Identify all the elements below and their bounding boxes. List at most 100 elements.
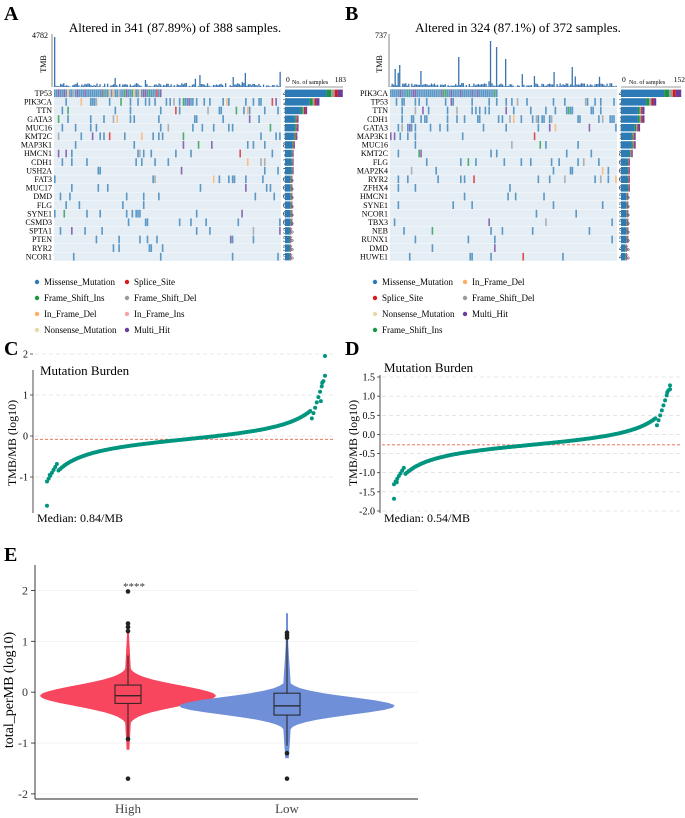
b-mutation-cell (545, 218, 547, 227)
d-tick-label: -2.0 (359, 507, 375, 518)
b-mutation-cell (478, 115, 481, 123)
panel-e-ylabel: total_perMB (log10) (2, 632, 17, 749)
a-mutation-cell (218, 106, 221, 115)
a-mutation-cell (246, 141, 249, 149)
a-mutation-cell (254, 192, 257, 201)
b-gene-label: TP53 (371, 98, 388, 107)
b-mutation-cell (522, 252, 525, 261)
b-tmb-bar (489, 41, 492, 87)
d-point (656, 418, 661, 423)
b-side-bar-segment (626, 244, 627, 252)
b-tmb-bar (421, 85, 424, 87)
a-legend-swatch (124, 327, 130, 333)
a-side-bar-segment (294, 115, 296, 123)
b-mutation-cell (537, 175, 540, 184)
e-outlier (284, 776, 290, 781)
b-mutation-cell (446, 115, 449, 123)
a-tmb-bar (164, 85, 166, 87)
a-mutation-cell (72, 252, 75, 261)
a-mutation-cell (97, 166, 100, 175)
a-tmb-bar (123, 84, 125, 87)
c-point (47, 472, 52, 477)
b-gene-label: TTN (372, 106, 388, 115)
a-side-bar-segment (295, 132, 297, 140)
a-mutation-cell (129, 106, 132, 115)
b-side-bar-segment (621, 218, 627, 226)
panel-d-y-ticks: -2.0 -1.5 -1.0 -0.5 0.0 0.5 1.0 1.5 (359, 373, 380, 518)
a-side-bar-segment (316, 98, 320, 106)
a-mutation-cell (146, 218, 149, 227)
a-side-bar-segment (291, 175, 293, 183)
b-mutation-cell (579, 115, 581, 123)
a-tmb-bar (156, 85, 159, 87)
b-tmb-bar (559, 83, 561, 87)
b-tmb-bar (399, 65, 401, 87)
a-mutation-cell (231, 235, 234, 244)
a-gene-label: PTEN (32, 235, 52, 244)
a-tmb-bar (78, 85, 80, 87)
a-mutation-cell (105, 89, 107, 98)
a-tmb-bar (178, 84, 180, 87)
b-mutation-cell (478, 106, 481, 115)
a-mutation-cell (197, 141, 200, 149)
panel-e-violin: total_perMB (log10) -2 -1 0 1 2 **** High Lo… (2, 565, 418, 816)
a-mutation-cell (112, 89, 115, 98)
b-side-bar-segment (621, 124, 635, 132)
b-mutation-cell (454, 89, 456, 98)
a-tmb-bar (259, 85, 262, 87)
a-gene-label: KMT2C (25, 132, 52, 141)
b-tmb-bar (523, 84, 525, 87)
b-mutation-cell (437, 175, 439, 184)
b-mutation-cell (414, 89, 417, 98)
d-tick-label: 1.0 (363, 392, 376, 403)
a-side-bar-segment (291, 149, 293, 158)
panel-d-median-text: Median: 0.54/MB (384, 511, 470, 525)
b-legend-swatch (372, 279, 378, 285)
a-mutation-cell (152, 175, 154, 184)
d-point (668, 383, 672, 388)
b-tmb-bar (495, 47, 498, 87)
a-tmb-bar (93, 84, 95, 87)
a-mutation-cell (156, 89, 158, 98)
b-mutation-cell (507, 192, 509, 201)
a-tmb-bar (116, 85, 118, 87)
b-side-bar-segment (634, 141, 636, 149)
b-tmb-bar (538, 85, 540, 87)
b-tmb-bar (606, 83, 608, 87)
a-side-bar-segment (292, 141, 294, 149)
a-side-bar-segment (285, 235, 290, 244)
a-tmb-bar (212, 84, 215, 87)
a-mutation-cell (239, 149, 241, 158)
a-side-bar-segment (285, 210, 291, 218)
a-tmb-bar (63, 83, 65, 87)
b-side-bar-segment (627, 218, 629, 226)
b-side-bar-segment (637, 106, 640, 115)
b-mutation-cell (509, 184, 511, 192)
b-gene-label: HUWE1 (360, 252, 388, 261)
a-tmb-bar (149, 85, 151, 87)
b-mutation-cell (554, 123, 557, 132)
b-mutation-cell (594, 98, 596, 106)
b-mutation-cell (408, 89, 411, 98)
a-mutation-cell (93, 98, 96, 106)
a-mutation-cell (67, 115, 69, 123)
a-tmb-bar (276, 84, 278, 87)
a-mutation-cell (192, 98, 194, 106)
b-mutation-cell (488, 218, 490, 227)
b-side-bar-segment (633, 132, 635, 140)
a-mutation-cell (110, 89, 113, 98)
b-mutation-cell (397, 149, 400, 158)
a-side-bar-segment (297, 115, 299, 123)
b-side-bar-segment (626, 235, 627, 244)
panel-a-oncoplot: Altered in 341 (87.89%) of 388 samples. … (21, 20, 346, 335)
b-mutation-cell (505, 98, 507, 106)
a-tmb-bar (132, 85, 135, 87)
a-mutation-cell (158, 132, 160, 141)
b-mutation-cell (444, 89, 447, 98)
a-mutation-cell (252, 227, 255, 235)
b-tmb-bar (551, 84, 554, 87)
a-side-bar-segment (291, 158, 292, 166)
a-mutation-cell (245, 98, 247, 106)
panel-letter-a: A (4, 3, 19, 25)
b-mutation-cell (490, 149, 492, 158)
